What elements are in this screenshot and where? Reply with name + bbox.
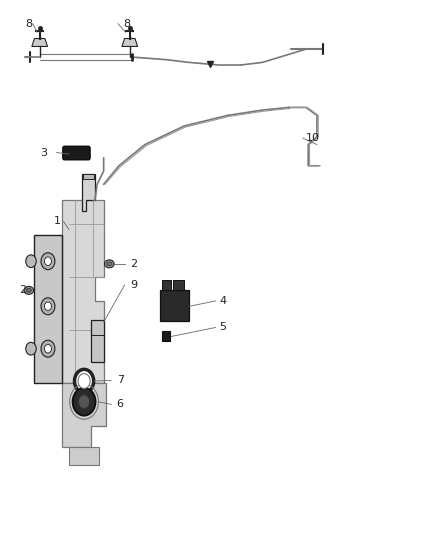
Ellipse shape <box>24 286 34 294</box>
Ellipse shape <box>105 260 114 268</box>
Circle shape <box>41 340 55 357</box>
Text: 10: 10 <box>306 133 320 143</box>
Bar <box>83 174 94 179</box>
Circle shape <box>41 298 55 315</box>
Ellipse shape <box>26 288 32 292</box>
Circle shape <box>45 344 51 353</box>
Polygon shape <box>34 235 62 383</box>
Text: 7: 7 <box>117 375 124 385</box>
Circle shape <box>45 302 51 311</box>
Text: 5: 5 <box>219 322 226 333</box>
Polygon shape <box>160 290 188 321</box>
Polygon shape <box>82 174 95 211</box>
Text: 4: 4 <box>219 296 226 306</box>
Text: 8: 8 <box>25 19 32 29</box>
Circle shape <box>45 257 51 265</box>
Text: 2: 2 <box>130 259 137 269</box>
Circle shape <box>41 253 55 270</box>
Polygon shape <box>62 383 106 447</box>
Ellipse shape <box>107 262 112 266</box>
Polygon shape <box>32 38 47 46</box>
Circle shape <box>78 374 90 389</box>
Text: 1: 1 <box>53 216 60 227</box>
Polygon shape <box>162 280 171 290</box>
FancyBboxPatch shape <box>63 146 90 160</box>
Text: 2: 2 <box>19 285 26 295</box>
Text: 6: 6 <box>117 399 124 409</box>
Polygon shape <box>69 447 99 465</box>
Circle shape <box>74 369 94 393</box>
Text: 3: 3 <box>41 148 48 158</box>
Polygon shape <box>91 319 104 362</box>
Polygon shape <box>122 38 138 46</box>
Polygon shape <box>173 280 184 290</box>
Polygon shape <box>162 331 170 341</box>
Text: 9: 9 <box>130 280 137 290</box>
Circle shape <box>78 395 90 409</box>
Circle shape <box>26 342 36 355</box>
Polygon shape <box>62 200 104 383</box>
Circle shape <box>26 255 36 268</box>
Text: 8: 8 <box>123 19 131 29</box>
Circle shape <box>73 388 95 416</box>
